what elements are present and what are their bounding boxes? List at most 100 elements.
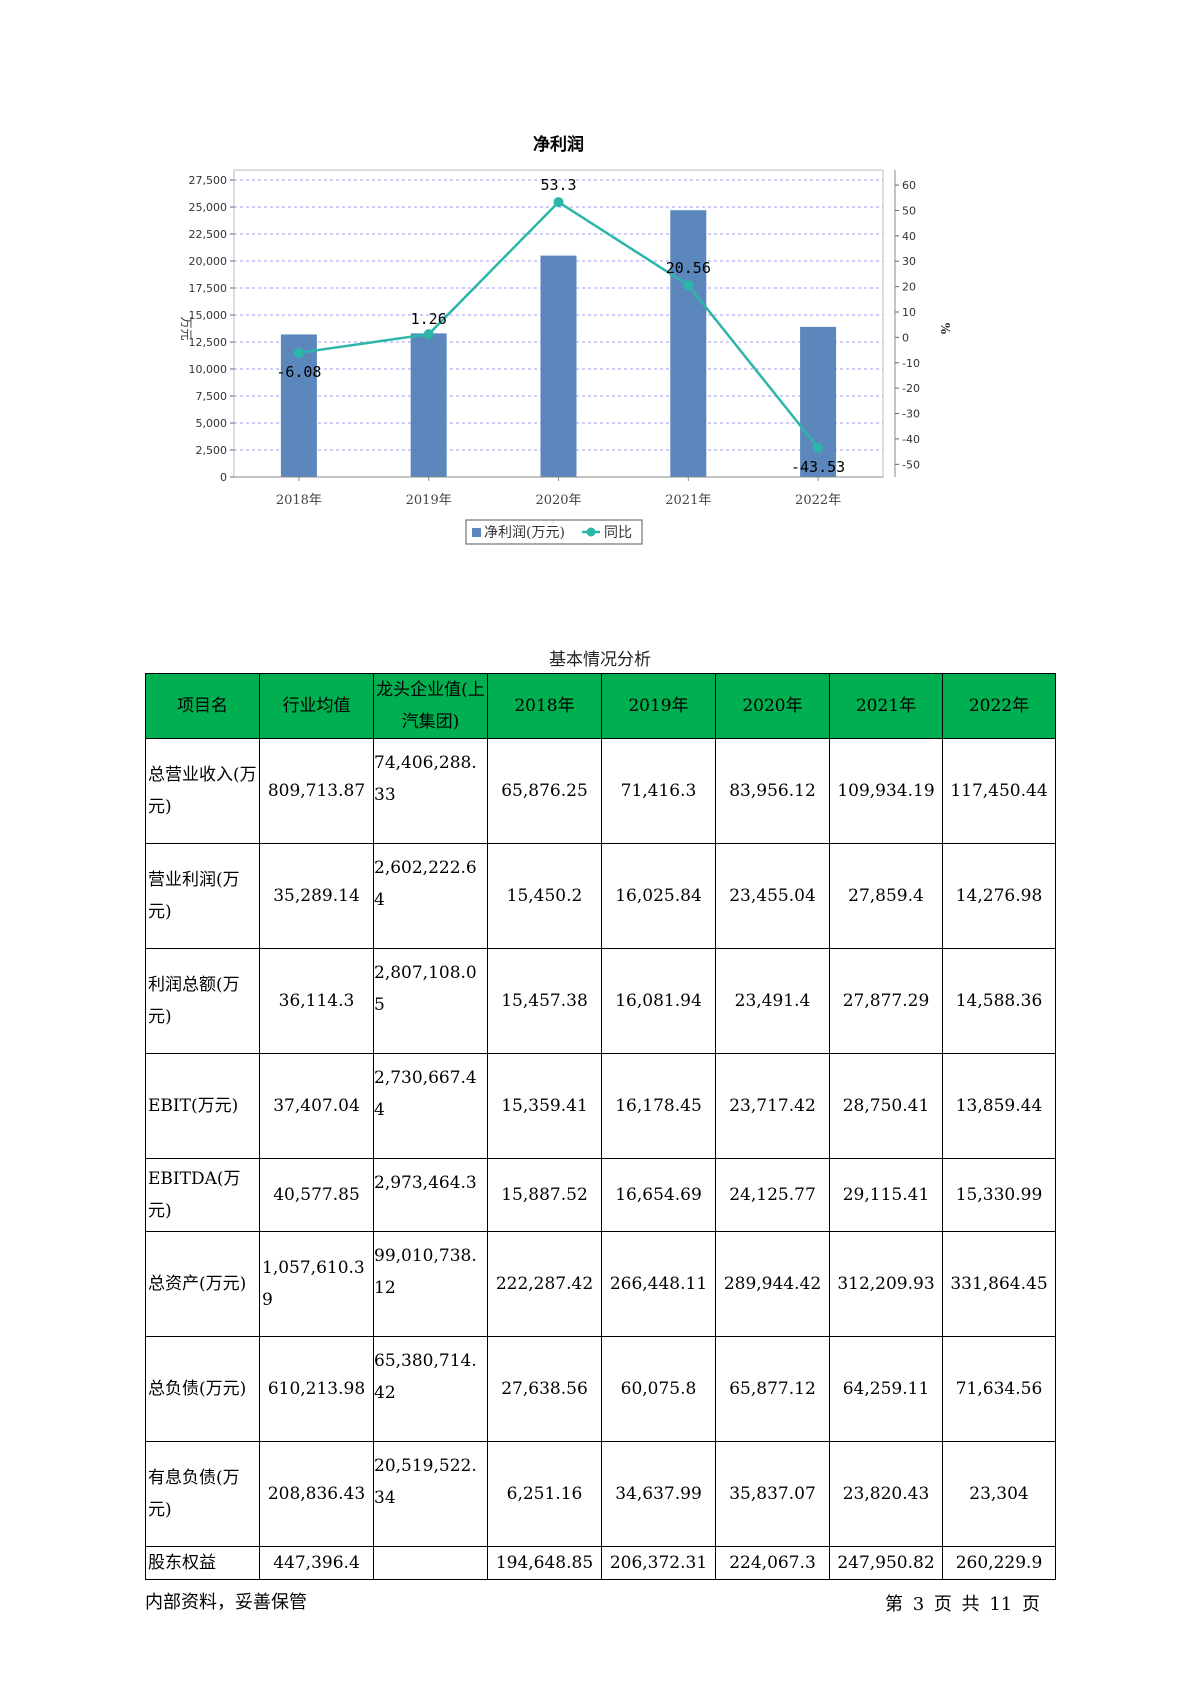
table-cell: 71,416.3 xyxy=(601,738,716,844)
table-cell: 16,081.94 xyxy=(601,948,716,1054)
data-label-yoy: 20.56 xyxy=(666,259,711,277)
table-cell: 2,730,667.44 xyxy=(373,1053,488,1159)
table-cell: 15,330.99 xyxy=(942,1158,1056,1232)
x-tick-label: 2021年 xyxy=(665,493,711,508)
table-cell: 14,276.98 xyxy=(942,843,1056,949)
row-label: 有息负债(万元) xyxy=(145,1441,260,1547)
table-cell: 194,648.85 xyxy=(487,1546,602,1580)
y-right-tick-label: 30 xyxy=(902,255,916,268)
table-cell: 331,864.45 xyxy=(942,1231,1056,1337)
table-cell: 289,944.42 xyxy=(715,1231,830,1337)
table-cell: 15,887.52 xyxy=(487,1158,602,1232)
table-caption: 基本情况分析 xyxy=(549,650,651,670)
y-left-tick-label: 12,500 xyxy=(189,336,228,349)
table-cell: 40,577.85 xyxy=(259,1158,374,1232)
y-right-tick-label: -20 xyxy=(902,382,920,395)
table-cell xyxy=(373,1546,488,1580)
row-label: EBIT(万元) xyxy=(145,1053,260,1159)
table-cell: 65,877.12 xyxy=(715,1336,830,1442)
point-yoy xyxy=(293,347,304,358)
table-cell: 13,859.44 xyxy=(942,1053,1056,1159)
x-tick-label: 2019年 xyxy=(406,493,452,508)
net-profit-chart: 净利润 0 2,500 5,000 7,500 10,000 12,500 15,000 17,… xyxy=(170,130,970,590)
table-cell: 224,067.3 xyxy=(715,1546,830,1580)
table-cell: 222,287.42 xyxy=(487,1231,602,1337)
y-right-tick-label: 40 xyxy=(902,230,916,243)
y-left-tick-label: 27,500 xyxy=(189,174,228,187)
header-item-name: 项目名 xyxy=(145,673,260,739)
footer-confidential-note: 内部资料，妥善保管 xyxy=(145,1592,307,1613)
table-cell: 23,717.42 xyxy=(715,1053,830,1159)
table-cell: 34,637.99 xyxy=(601,1441,716,1547)
table-cell: 29,115.41 xyxy=(829,1158,943,1232)
table-cell: 23,491.4 xyxy=(715,948,830,1054)
table-cell: 64,259.11 xyxy=(829,1336,943,1442)
table-cell: 74,406,288.33 xyxy=(373,738,488,844)
data-label-yoy: 1.26 xyxy=(411,310,447,328)
y-right-tick-label: -40 xyxy=(902,433,920,446)
legend-box xyxy=(465,519,643,545)
table-cell: 15,457.38 xyxy=(487,948,602,1054)
table-cell: 109,934.19 xyxy=(829,738,943,844)
row-label: EBITDA(万元) xyxy=(145,1158,260,1232)
table-row: 总营业收入(万元) 809,713.87 74,406,288.33 65,876.2… xyxy=(145,738,1056,844)
footer-page-number: 第 3 页 共 11 页 xyxy=(885,1594,1040,1615)
table-row: 总负债(万元) 610,213.98 65,380,714.42 27,638.56 6… xyxy=(145,1336,1056,1442)
table-row: 利润总额(万元) 36,114.3 2,807,108.05 15,457.38 16,… xyxy=(145,948,1056,1054)
header-2019: 2019年 xyxy=(601,673,716,739)
y-left-tick-label: 0 xyxy=(220,471,227,484)
table-cell: 99,010,738.12 xyxy=(373,1231,488,1337)
header-2021: 2021年 xyxy=(829,673,943,739)
point-yoy xyxy=(423,329,434,340)
y-right-tick-label: -50 xyxy=(902,458,920,471)
data-label-yoy: 53.3 xyxy=(540,176,576,194)
legend-swatch-bar xyxy=(472,528,481,537)
legend-label-net-profit: 净利润(万元) xyxy=(484,525,565,541)
table-cell: 809,713.87 xyxy=(259,738,374,844)
net-profit-chart-svg: 净利润 0 2,500 5,000 7,500 10,000 12,500 15,000 17,… xyxy=(179,134,952,545)
table-cell: 208,836.43 xyxy=(259,1441,374,1547)
table-cell: 36,114.3 xyxy=(259,948,374,1054)
y-left-tick-label: 15,000 xyxy=(189,309,228,322)
table-cell: 6,251.16 xyxy=(487,1441,602,1547)
table-cell: 27,638.56 xyxy=(487,1336,602,1442)
x-tick-label: 2018年 xyxy=(276,493,322,508)
table-cell: 16,178.45 xyxy=(601,1053,716,1159)
y-left-tick-label: 17,500 xyxy=(189,282,228,295)
table-cell: 247,950.82 xyxy=(829,1546,943,1580)
table-cell: 447,396.4 xyxy=(259,1546,374,1580)
table-cell: 260,229.9 xyxy=(942,1546,1056,1580)
legend-swatch-point xyxy=(586,527,596,537)
table-cell: 14,588.36 xyxy=(942,948,1056,1054)
table-cell: 117,450.44 xyxy=(942,738,1056,844)
y-left-tick-label: 10,000 xyxy=(189,363,228,376)
table-row: 有息负债(万元) 208,836.43 20,519,522.34 6,251.16 3… xyxy=(145,1441,1056,1547)
header-leader-value: 龙头企业值(上汽集团) xyxy=(373,673,488,739)
y-left-tick-label: 25,000 xyxy=(189,201,228,214)
table-cell: 27,877.29 xyxy=(829,948,943,1054)
table-cell: 24,125.77 xyxy=(715,1158,830,1232)
table-cell: 206,372.31 xyxy=(601,1546,716,1580)
table-cell: 15,450.2 xyxy=(487,843,602,949)
table-cell: 1,057,610.39 xyxy=(259,1231,374,1337)
bar-net-profit xyxy=(280,334,317,477)
row-label: 总负债(万元) xyxy=(145,1336,260,1442)
y-right-tick-label: 60 xyxy=(902,179,916,192)
table-cell: 23,455.04 xyxy=(715,843,830,949)
header-2022: 2022年 xyxy=(942,673,1056,739)
table-cell: 16,654.69 xyxy=(601,1158,716,1232)
bar-net-profit xyxy=(800,326,837,477)
row-label: 营业利润(万元) xyxy=(145,843,260,949)
table-header-row: 项目名 行业均值 龙头企业值(上汽集团) 2018年 2019年 2020年 2… xyxy=(145,673,1056,739)
y-left-tick-label: 2,500 xyxy=(196,444,228,457)
bar-net-profit xyxy=(410,333,447,477)
y-right-tick-label: 50 xyxy=(902,204,916,217)
header-2020: 2020年 xyxy=(715,673,830,739)
table-row: 总资产(万元) 1,057,610.39 99,010,738.12 222,287.… xyxy=(145,1231,1056,1337)
y-left-tick-label: 7,500 xyxy=(196,390,228,403)
y-right-tick-label: 0 xyxy=(902,331,909,344)
point-yoy xyxy=(683,280,694,291)
row-label: 总营业收入(万元) xyxy=(145,738,260,844)
y-left-unit-label: 万元 xyxy=(179,316,193,340)
point-yoy xyxy=(813,442,824,453)
